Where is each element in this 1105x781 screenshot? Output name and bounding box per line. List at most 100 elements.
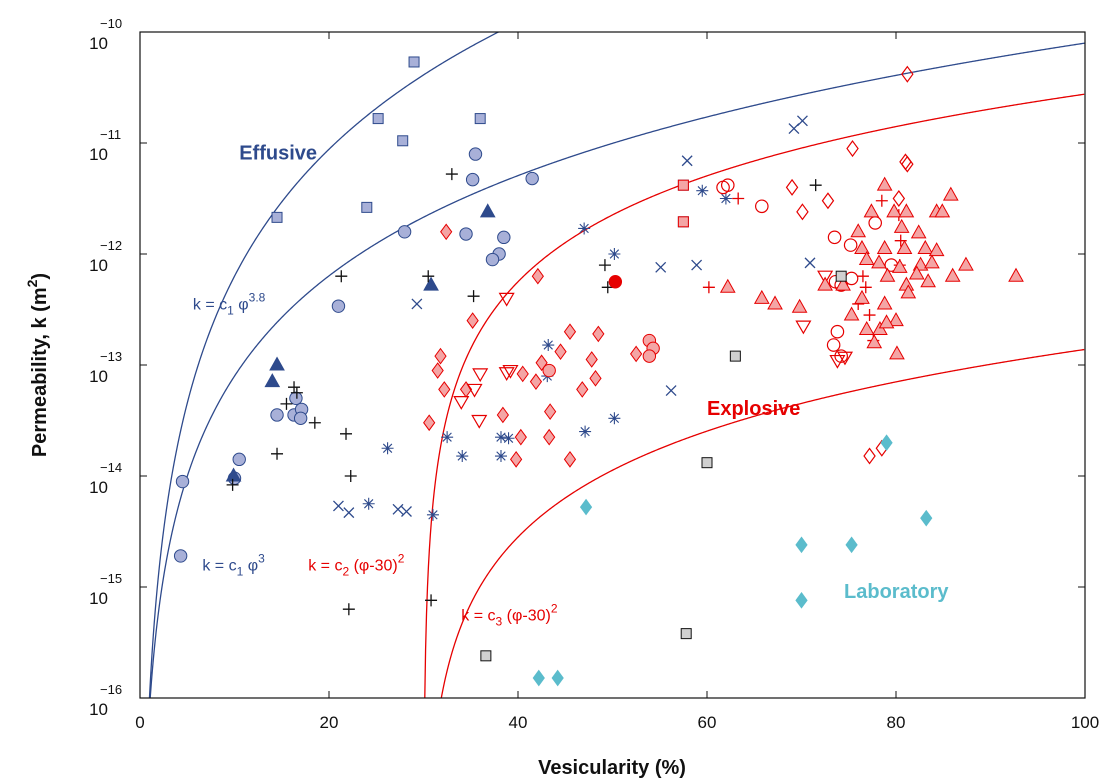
- data-point-triangle-filled: [910, 224, 927, 239]
- data-point-asterisk: [608, 412, 621, 425]
- data-point-square-filled: [677, 216, 689, 228]
- y-axis-title: Permeability, k (m2): [24, 273, 51, 457]
- data-point-plus: [308, 416, 321, 429]
- data-point-plus: [226, 478, 239, 491]
- data-point-circle-filled: [485, 252, 500, 267]
- data-point-triangle-filled: [225, 467, 242, 482]
- data-point-triangle-filled: [886, 203, 902, 218]
- equation-rest: φ: [234, 297, 249, 314]
- equation-superscript: 2: [398, 551, 405, 565]
- y-axis-title-exp: 2: [24, 279, 40, 287]
- data-point-triangle-filled: [876, 176, 893, 191]
- data-point-diamond-open: [785, 178, 799, 196]
- data-point-circle-open: [868, 216, 883, 230]
- x-tick-label: 60: [698, 713, 717, 732]
- data-point-cross: [392, 503, 404, 515]
- equation-rest: φ: [243, 557, 258, 574]
- data-point-plus: [863, 309, 876, 322]
- data-point-circle-open: [830, 324, 845, 339]
- x-tick-label: 40: [509, 713, 528, 732]
- data-point-diamond-filled: [920, 509, 933, 527]
- data-point-diamond-open: [821, 192, 835, 210]
- data-point-cross: [681, 155, 693, 167]
- data-point-plus: [809, 179, 822, 192]
- data-point-diamond-open: [863, 447, 876, 465]
- equation-rest: (φ-30): [502, 607, 551, 624]
- data-point-asterisk: [579, 425, 592, 438]
- data-point-diamond-filled: [554, 343, 567, 361]
- data-point-triangle-down: [829, 354, 846, 369]
- data-point-diamond-filled: [543, 428, 556, 446]
- y-tick-exponent: −15: [100, 571, 122, 586]
- equation-subscript: 3: [496, 614, 503, 628]
- data-point-cross: [804, 257, 816, 269]
- data-point-plus: [280, 397, 293, 410]
- data-point-plus: [467, 290, 480, 303]
- data-point-circle-filled: [497, 230, 511, 245]
- data-point-triangle-filled: [479, 203, 496, 218]
- data-point-plus: [859, 281, 872, 294]
- data-point-plus: [732, 192, 745, 205]
- y-tick-label: 10: [89, 367, 108, 386]
- y-axis-title-close: ): [29, 273, 51, 280]
- y-tick-exponent: −10: [100, 16, 122, 31]
- y-tick-label: 10: [89, 700, 108, 719]
- data-point-cross: [411, 298, 423, 310]
- equation-label: k = c1 φ3.8: [193, 291, 266, 318]
- data-point-triangle-filled: [817, 276, 833, 291]
- data-point-circle-open: [843, 238, 858, 252]
- equation-base: k = c: [308, 557, 342, 574]
- equation-base: k = c: [193, 297, 227, 314]
- data-point-triangle-filled: [942, 186, 959, 201]
- data-point-diamond-filled: [576, 381, 589, 398]
- data-point-plus: [288, 381, 301, 394]
- y-tick-label: 10: [89, 589, 108, 608]
- data-point-square-filled: [271, 211, 283, 223]
- y-tick-label: 10: [89, 478, 108, 497]
- data-point-cross: [796, 115, 808, 127]
- data-point-diamond-filled: [551, 669, 564, 687]
- data-point-triangle-down: [472, 368, 489, 383]
- data-point-diamond-filled: [516, 365, 529, 383]
- data-point-diamond-filled: [795, 536, 808, 554]
- data-point-triangle-filled: [878, 314, 895, 329]
- data-point-diamond-filled: [509, 451, 523, 468]
- data-point-asterisk: [502, 432, 515, 445]
- data-point-triangle-filled: [843, 306, 860, 321]
- equation-subscript: 1: [227, 304, 234, 318]
- data-point-cross: [401, 506, 412, 517]
- data-point-circle-filled: [542, 363, 556, 378]
- data-point-square-filled: [397, 135, 409, 147]
- data-point-cross: [665, 385, 677, 396]
- data-point-diamond-filled: [514, 428, 527, 446]
- data-point-plus: [344, 470, 357, 482]
- equation-label: k = c1 φ3: [202, 551, 265, 578]
- data-point-diamond-filled: [795, 591, 808, 609]
- y-tick-exponent: −16: [100, 682, 122, 697]
- data-point-circle-filled: [232, 452, 246, 467]
- data-point-plus: [425, 594, 438, 607]
- data-point-diamond-filled: [579, 498, 593, 516]
- y-axis-ticks: 10 −16 10 −15 10 −14 10 −13 10 −12 10 −11 10 −10: [89, 16, 1085, 719]
- data-point-diamond-filled: [466, 312, 479, 329]
- data-point-triangle-filled: [1008, 267, 1024, 282]
- data-point-plus: [342, 603, 355, 616]
- equation-superscript: 2: [551, 601, 558, 615]
- data-point-triangle-down: [502, 364, 519, 379]
- data-point-triangle-filled: [854, 239, 870, 254]
- model-curve: [148, 32, 500, 698]
- data-point-diamond-open: [899, 153, 912, 171]
- data-point-circle-open: [844, 271, 859, 286]
- data-point-circle-filled: [468, 147, 483, 161]
- data-point-asterisk: [696, 184, 709, 197]
- region-label: Explosive: [707, 398, 800, 420]
- data-point-asterisk: [578, 222, 591, 235]
- data-point-plus: [856, 270, 869, 283]
- data-point-triangle-filled: [924, 254, 940, 269]
- data-point-asterisk: [456, 450, 469, 463]
- data-point-triangle-down: [466, 383, 483, 398]
- y-tick-exponent: −14: [100, 460, 122, 475]
- data-point-triangle-filled: [863, 203, 880, 218]
- data-point-triangle-filled: [858, 320, 875, 335]
- data-point-asterisk: [719, 192, 732, 205]
